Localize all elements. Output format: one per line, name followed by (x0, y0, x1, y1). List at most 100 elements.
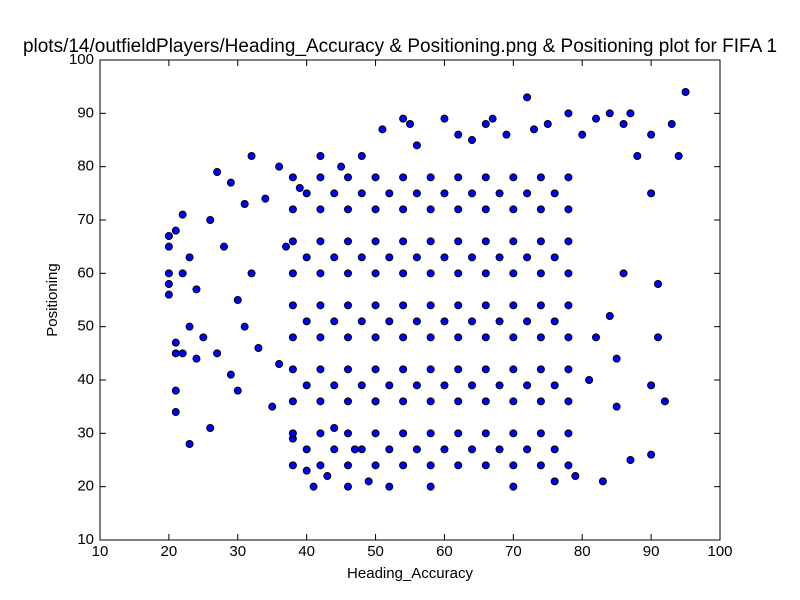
point (412, 253, 421, 262)
point (633, 152, 642, 160)
point (399, 205, 408, 214)
y-tick-label: 70 (77, 211, 94, 228)
point (206, 216, 215, 224)
point (247, 269, 256, 278)
point (247, 152, 256, 160)
point (564, 397, 573, 406)
point (288, 333, 297, 342)
x-axis-label: Heading_Accuracy (347, 565, 473, 582)
point (412, 317, 421, 326)
point (495, 381, 504, 390)
point (178, 349, 187, 358)
point (302, 381, 311, 390)
point (185, 253, 194, 262)
point (454, 365, 463, 374)
point (316, 152, 325, 160)
point (454, 461, 463, 470)
point (344, 301, 352, 310)
point (171, 226, 180, 235)
point (330, 424, 339, 432)
point (357, 152, 366, 160)
point (523, 253, 532, 262)
point (185, 440, 194, 448)
point (385, 445, 394, 454)
point (564, 333, 573, 342)
point (481, 333, 490, 342)
point (564, 365, 573, 374)
point (454, 237, 463, 246)
point (171, 349, 180, 358)
point (647, 450, 656, 459)
point (164, 242, 173, 251)
point (171, 386, 180, 395)
y-tick-label: 20 (77, 478, 94, 495)
point (612, 402, 621, 411)
point (440, 381, 449, 390)
point (316, 429, 325, 438)
point (564, 429, 573, 438)
x-tick-label: 70 (505, 543, 522, 560)
point (282, 242, 290, 251)
point (316, 365, 325, 374)
point (275, 360, 284, 368)
point (647, 130, 656, 139)
point (164, 232, 173, 240)
point (626, 456, 635, 464)
point (536, 461, 545, 470)
point (543, 120, 552, 128)
point (213, 168, 222, 176)
point (344, 461, 352, 470)
point (316, 173, 325, 182)
point (468, 136, 476, 144)
point (350, 445, 359, 454)
point (564, 173, 573, 182)
point (316, 397, 325, 406)
point (316, 237, 325, 246)
point (488, 114, 497, 123)
point (330, 317, 339, 326)
point (371, 429, 380, 438)
point (592, 333, 600, 342)
point (364, 477, 373, 486)
y-tick-label: 90 (77, 104, 94, 121)
point (440, 317, 449, 326)
point (481, 173, 490, 182)
point (468, 189, 476, 198)
point (426, 461, 435, 470)
point (226, 370, 235, 379)
point (412, 141, 421, 150)
point (523, 445, 532, 454)
point (344, 205, 352, 214)
point (481, 269, 490, 278)
point (647, 189, 656, 198)
point (302, 445, 311, 454)
point (440, 114, 449, 123)
point (667, 120, 676, 128)
point (412, 189, 421, 198)
point (481, 301, 490, 310)
point (550, 445, 559, 454)
point (399, 365, 408, 374)
point (605, 312, 614, 320)
point (681, 88, 690, 96)
point (654, 333, 662, 342)
point (674, 152, 683, 160)
chart-title: plots/14/outfieldPlayers/Heading_Accurac… (23, 36, 777, 57)
point (378, 125, 387, 134)
point (550, 253, 559, 262)
point (564, 237, 573, 246)
point (550, 189, 559, 198)
point (302, 253, 311, 262)
point (192, 354, 201, 363)
point (468, 253, 476, 262)
point (454, 130, 463, 139)
point (344, 269, 352, 278)
point (426, 365, 435, 374)
point (371, 397, 380, 406)
point (164, 269, 173, 278)
point (454, 205, 463, 214)
points (164, 88, 690, 491)
point (385, 317, 394, 326)
point (357, 445, 366, 454)
